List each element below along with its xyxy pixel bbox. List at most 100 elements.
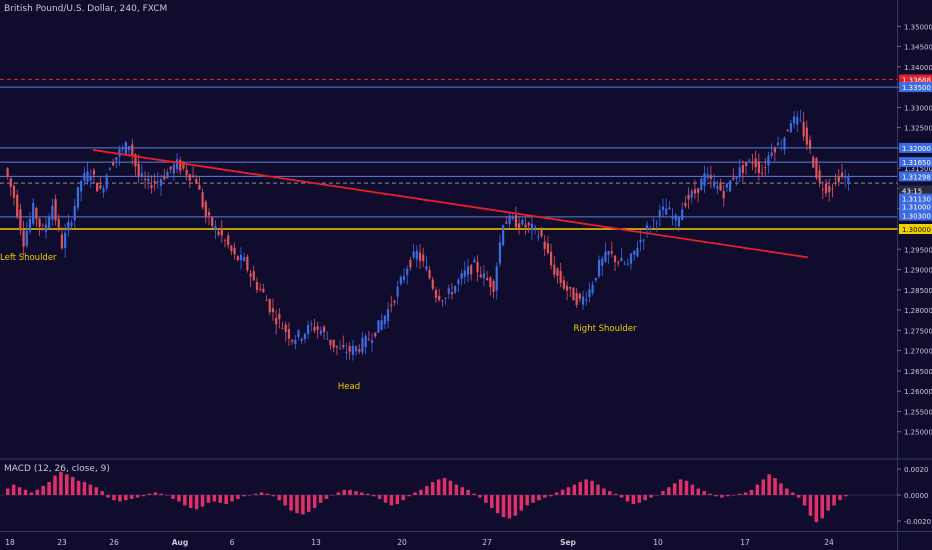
- candle-body: [370, 340, 374, 343]
- macd-histogram-bar: [566, 487, 571, 495]
- macd-histogram-bar: [672, 483, 677, 495]
- candle-body: [54, 199, 57, 221]
- macd-histogram-bar: [436, 479, 441, 495]
- candle-body: [367, 339, 370, 341]
- candle-body: [28, 218, 32, 232]
- candle-body: [415, 250, 418, 260]
- macd-histogram-bar: [354, 491, 358, 495]
- candle-body: [185, 169, 188, 176]
- candle-body: [310, 324, 313, 326]
- macd-histogram-bar: [342, 489, 346, 495]
- macd-y-tick-label: -0.0020: [904, 518, 931, 526]
- candle-body: [495, 266, 498, 291]
- candle-body: [786, 129, 789, 131]
- candle-body: [182, 162, 185, 169]
- x-tick-label: 10: [653, 538, 663, 547]
- candle-body: [230, 245, 233, 252]
- candle-body: [537, 236, 540, 238]
- candle-body: [25, 231, 28, 246]
- candle-body: [268, 299, 271, 313]
- macd-histogram-bar: [82, 482, 87, 495]
- macd-histogram-bar: [649, 495, 653, 498]
- candle-body: [642, 239, 645, 241]
- candle-body: [658, 210, 661, 218]
- price-tag-bg: [899, 193, 932, 204]
- candle-body: [300, 338, 303, 341]
- candle-body: [275, 318, 278, 325]
- macd-histogram-bar: [554, 492, 559, 495]
- candle-body: [821, 188, 824, 190]
- candle-body: [649, 228, 652, 230]
- candle-body: [150, 185, 153, 189]
- candle-body: [741, 165, 745, 173]
- candle-body: [287, 329, 291, 339]
- candle-body: [773, 148, 776, 153]
- macd-histogram-bar: [230, 495, 234, 502]
- macd-histogram-bar: [767, 474, 771, 495]
- candle-body: [840, 172, 844, 178]
- macd-histogram-bar: [224, 495, 228, 505]
- y-tick-label: 1.29000: [904, 267, 932, 275]
- candle-body: [156, 181, 159, 182]
- candle-body: [757, 161, 760, 173]
- candle-body: [252, 271, 255, 281]
- candle-body: [233, 248, 236, 255]
- candle-body: [265, 299, 268, 301]
- candle-body: [22, 230, 25, 247]
- macd-histogram-bar: [301, 495, 305, 515]
- candle-body: [549, 251, 553, 266]
- macd-histogram-bar: [820, 495, 825, 519]
- macd-histogram-bar: [47, 482, 51, 495]
- candle-body: [32, 202, 35, 224]
- candle-body: [361, 338, 364, 353]
- candle-body: [450, 292, 454, 295]
- y-tick-label: 1.27500: [904, 327, 932, 335]
- macd-histogram-bar: [696, 488, 701, 495]
- candle-body: [201, 192, 204, 208]
- candle-body: [67, 221, 70, 231]
- candle-body: [837, 176, 840, 183]
- macd-histogram-bar: [289, 495, 293, 511]
- candle-body: [751, 162, 754, 164]
- price-tag-label: 43:15: [902, 187, 922, 195]
- candle-body: [393, 300, 396, 303]
- candle-body: [175, 159, 179, 170]
- candle-body: [163, 175, 166, 180]
- macd-histogram-bar: [70, 476, 75, 495]
- candle-body: [96, 183, 99, 192]
- macd-histogram-bar: [631, 495, 636, 505]
- candle-body: [681, 209, 684, 221]
- macd-histogram-bar: [206, 495, 211, 503]
- macd-histogram-bar: [838, 495, 842, 501]
- macd-histogram-bar: [336, 492, 341, 495]
- candle-body: [134, 154, 137, 167]
- macd-histogram-bar: [283, 495, 287, 506]
- macd-histogram-bar: [106, 495, 110, 498]
- candle-body: [533, 226, 537, 228]
- macd-histogram-bar: [194, 495, 199, 510]
- candle-body: [322, 326, 326, 333]
- macd-histogram-bar: [53, 475, 57, 495]
- macd-histogram-bar: [330, 495, 335, 496]
- candle-body: [374, 332, 377, 337]
- candle-body: [271, 308, 275, 313]
- candle-body: [479, 274, 482, 278]
- candle-body: [540, 229, 543, 237]
- candle-body: [35, 208, 38, 219]
- candle-body: [700, 178, 703, 191]
- candle-body: [719, 182, 722, 191]
- y-tick-label: 1.34500: [904, 44, 932, 52]
- macd-histogram-bar: [619, 495, 624, 498]
- candle-body: [796, 116, 799, 125]
- macd-histogram-bar: [590, 480, 594, 495]
- candle-body: [259, 288, 262, 290]
- macd-histogram-bar: [731, 495, 736, 496]
- macd-histogram-bar: [141, 495, 146, 497]
- candle-body: [725, 183, 729, 188]
- candle-body: [38, 218, 41, 227]
- candle-body: [246, 256, 249, 271]
- candle-body: [607, 251, 610, 255]
- candle-body: [847, 176, 850, 185]
